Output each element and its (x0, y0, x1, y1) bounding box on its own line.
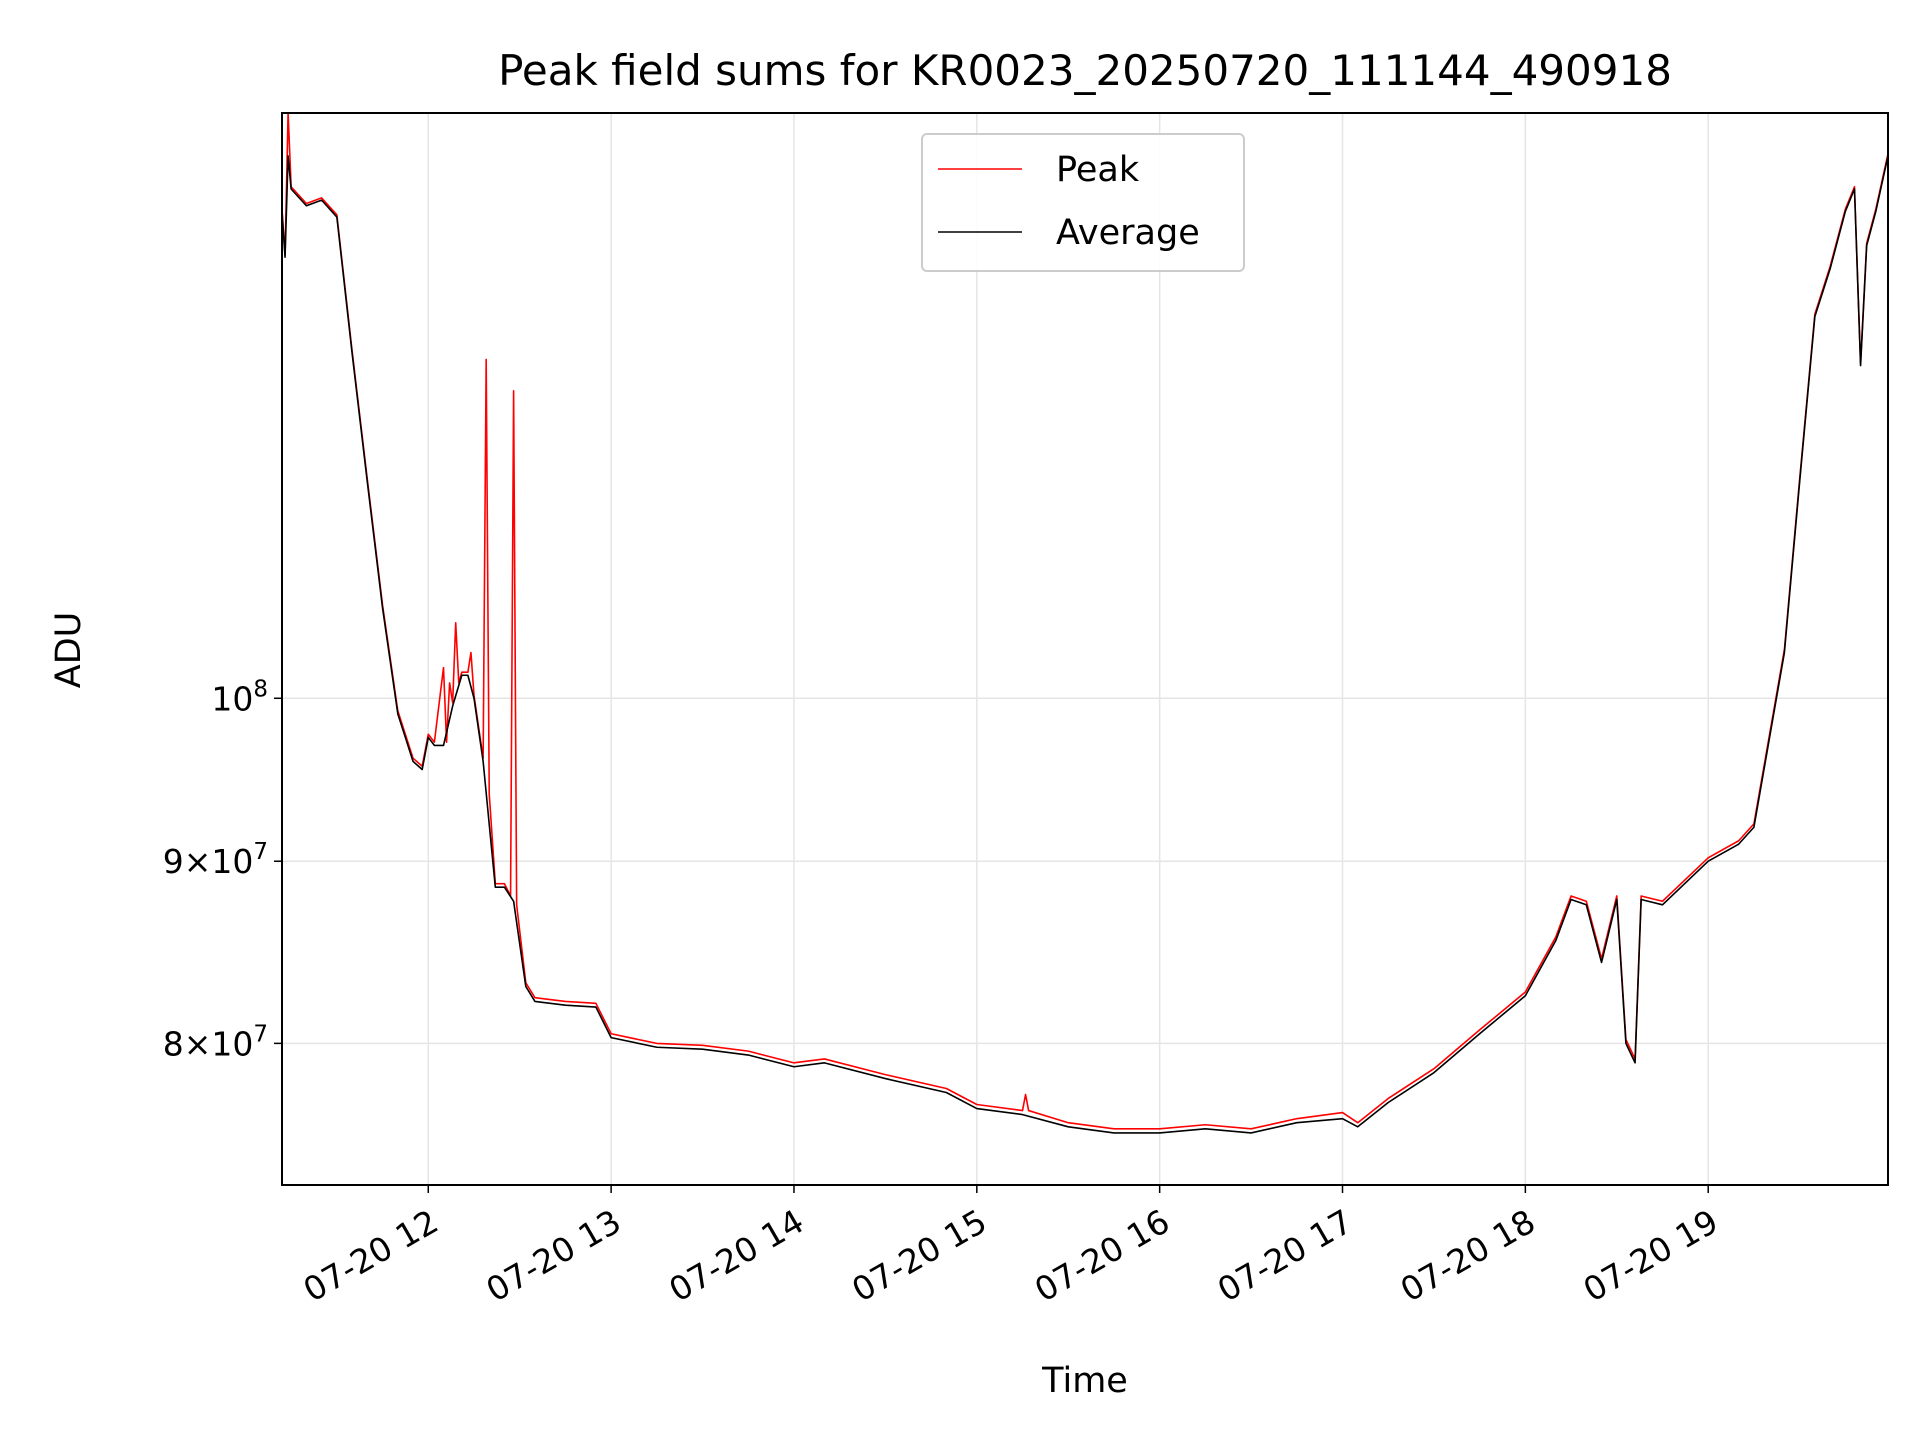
legend: Peak Average (921, 133, 1245, 272)
y-tick-label: 8×107 (163, 1021, 268, 1063)
y-tick-exponent: 7 (253, 839, 268, 865)
plot-frame (281, 112, 1889, 1186)
y-tick-exponent: 8 (253, 676, 268, 702)
legend-label-peak: Peak (1056, 150, 1140, 190)
x-tick-label: 07-20 18 (1394, 1202, 1542, 1310)
y-tick-base: 10 (211, 679, 253, 718)
series-layer (282, 113, 1888, 1134)
y-tick-times: × (184, 842, 212, 881)
y-tick-times: × (184, 1024, 212, 1063)
x-tick-label: 07-20 14 (662, 1202, 810, 1310)
chart-title: Peak field sums for KR0023_20250720_1111… (498, 46, 1672, 95)
series-line-peak (282, 113, 1888, 1130)
x-tick-label: 07-20 13 (480, 1202, 628, 1310)
y-tick-mantissa: 9 (163, 842, 184, 881)
y-tick-mantissa: 8 (163, 1024, 184, 1063)
series-line-average (282, 155, 1888, 1134)
x-tick-label: 07-20 17 (1211, 1202, 1359, 1310)
y-tick-exponent: 7 (253, 1021, 268, 1047)
x-tick-label: 07-20 19 (1577, 1202, 1725, 1310)
y-tick-base: 10 (211, 842, 253, 881)
y-axis-title: ADU (49, 612, 89, 689)
x-tick-label: 07-20 12 (297, 1202, 445, 1310)
y-tick-label: 108 (211, 676, 268, 718)
y-tick-base: 10 (211, 1024, 253, 1063)
x-tick-label: 07-20 16 (1028, 1202, 1176, 1310)
x-tick-label: 07-20 15 (845, 1202, 993, 1310)
y-tick-label: 9×107 (163, 839, 268, 881)
grid (282, 113, 1888, 1185)
x-axis: 07-20 12 07-20 13 07-20 14 07-20 15 07-20 16… (297, 1185, 1725, 1310)
x-axis-title: Time (1041, 1361, 1128, 1401)
legend-label-average: Average (1056, 213, 1200, 253)
